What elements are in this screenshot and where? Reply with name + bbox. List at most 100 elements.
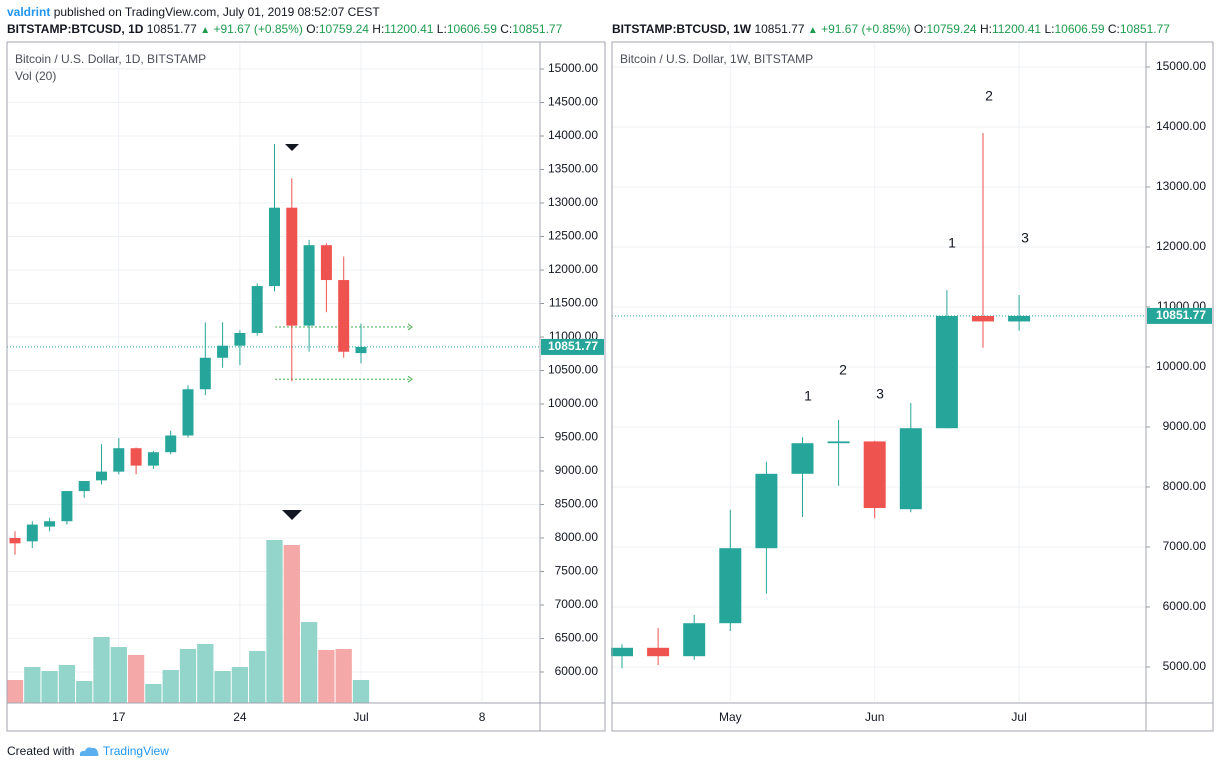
y-tick-label: 8000.00 bbox=[555, 530, 599, 544]
y-tick-label: 13000.00 bbox=[548, 195, 598, 209]
candle-body bbox=[9, 537, 21, 544]
price: 10851.77 bbox=[754, 22, 805, 36]
candle-body bbox=[755, 473, 778, 549]
candle-body bbox=[719, 548, 742, 624]
volume-bar bbox=[300, 622, 318, 703]
volume-bar bbox=[24, 667, 41, 703]
x-tick-label: Jul bbox=[353, 710, 368, 724]
annotation: 3 bbox=[876, 386, 884, 402]
y-tick-label: 6500.00 bbox=[555, 631, 599, 645]
candle-body bbox=[217, 345, 229, 358]
y-tick-label: 10000.00 bbox=[548, 396, 598, 410]
y-tick-label: 5000.00 bbox=[1163, 659, 1207, 673]
volume-bar bbox=[335, 649, 352, 703]
volume-bar bbox=[41, 671, 58, 703]
field-value: 10851.77 bbox=[1119, 22, 1170, 36]
field-label: H: bbox=[372, 22, 385, 36]
field-label: C: bbox=[500, 22, 513, 36]
ohlc-field: O:10759.24 bbox=[914, 22, 980, 36]
marker bbox=[285, 144, 299, 151]
field-value: 10851.77 bbox=[512, 22, 563, 36]
annotation: 2 bbox=[985, 88, 993, 104]
symbol: BITSTAMP:BTCUSD, 1W bbox=[612, 22, 752, 36]
candle-body bbox=[199, 357, 211, 390]
last-price-label: 10851.77 bbox=[548, 339, 598, 353]
x-tick-label: Jul bbox=[1011, 710, 1026, 724]
volume-bar bbox=[58, 665, 76, 703]
field-label: L: bbox=[436, 22, 447, 36]
quote-line: BITSTAMP:BTCUSD, 1D 10851.77 ▲ +91.67 (+… bbox=[7, 22, 562, 36]
y-tick-label: 14000.00 bbox=[548, 128, 598, 142]
annotation: 2 bbox=[839, 362, 847, 378]
field-label: O: bbox=[913, 22, 927, 36]
created-with: Created with bbox=[7, 744, 75, 758]
y-tick-label: 8000.00 bbox=[1163, 479, 1207, 493]
field-value: 11200.41 bbox=[991, 22, 1042, 36]
y-tick-label: 15000.00 bbox=[1156, 59, 1206, 73]
candle-body bbox=[863, 441, 886, 509]
volume-bar bbox=[127, 655, 145, 703]
volume-bar bbox=[266, 540, 283, 703]
volume-bar bbox=[162, 670, 179, 703]
candle-body bbox=[130, 448, 142, 466]
last-price-label: 10851.77 bbox=[1156, 308, 1206, 322]
field-value: 10606.59 bbox=[1054, 22, 1105, 36]
y-tick-label: 6000.00 bbox=[555, 664, 599, 678]
candle-body bbox=[61, 491, 73, 522]
volume-bar bbox=[179, 649, 197, 703]
x-tick-label: 8 bbox=[479, 710, 486, 724]
candle-body bbox=[683, 623, 706, 657]
ohlc-field: H:11200.41 bbox=[372, 22, 437, 36]
y-tick-label: 13000.00 bbox=[1156, 179, 1206, 193]
candle-body bbox=[44, 521, 56, 527]
last-price-tag bbox=[541, 338, 604, 355]
volume-bar bbox=[76, 681, 93, 703]
y-tick-label: 10500.00 bbox=[548, 363, 598, 377]
y-tick-label: 9000.00 bbox=[1163, 419, 1207, 433]
y-tick-label: 14500.00 bbox=[548, 95, 598, 109]
brand[interactable]: TradingView bbox=[102, 744, 169, 758]
candle-body bbox=[647, 647, 670, 657]
candle-body bbox=[899, 428, 922, 510]
volume-bar bbox=[249, 651, 266, 703]
price: 10851.77 bbox=[146, 22, 197, 36]
y-tick-label: 12500.00 bbox=[548, 229, 598, 243]
field-value: 11200.41 bbox=[384, 22, 434, 36]
candle-body bbox=[96, 471, 107, 481]
candle-body bbox=[269, 207, 280, 287]
y-tick-label: 11500.00 bbox=[549, 296, 598, 310]
volume-bar bbox=[352, 680, 370, 703]
volume-bar bbox=[318, 650, 335, 703]
panel-title: Bitcoin / U.S. Dollar, 1D, BITSTAMP bbox=[15, 52, 206, 66]
field-label: C: bbox=[1107, 22, 1120, 36]
candle-body bbox=[78, 481, 90, 492]
candle-body bbox=[182, 389, 194, 436]
volume-bar bbox=[214, 671, 231, 703]
logo bbox=[79, 747, 99, 756]
publish-line: valdrint published on TradingView.com, J… bbox=[7, 5, 380, 19]
level-arrow bbox=[407, 323, 413, 331]
y-tick-label: 15000.00 bbox=[548, 61, 598, 75]
change: +91.67 (+0.85%) bbox=[213, 22, 303, 36]
candle-body bbox=[355, 346, 367, 354]
field-label: L: bbox=[1044, 22, 1055, 36]
up-arrow: ▲ bbox=[807, 25, 818, 36]
quote-line: BITSTAMP:BTCUSD, 1W 10851.77 ▲ +91.67 (+… bbox=[612, 22, 1170, 36]
x-tick-label: 17 bbox=[112, 710, 126, 724]
y-tick-label: 9000.00 bbox=[555, 463, 599, 477]
field-value: 10759.24 bbox=[926, 22, 977, 36]
volume-bar bbox=[283, 545, 300, 703]
field-label: O: bbox=[306, 22, 319, 36]
last-price-tag bbox=[1147, 307, 1212, 324]
author[interactable]: valdrint bbox=[7, 5, 51, 19]
annotation: 1 bbox=[948, 235, 956, 251]
y-tick-label: 10000.00 bbox=[1156, 359, 1206, 373]
ohlc-field: L:10606.59 bbox=[437, 22, 500, 36]
x-tick-label: May bbox=[719, 710, 742, 724]
y-tick-label: 8500.00 bbox=[555, 497, 599, 511]
y-tick-label: 12000.00 bbox=[548, 262, 598, 276]
ohlc-field: C:10851.77 bbox=[500, 22, 562, 36]
y-tick-label: 13500.00 bbox=[548, 162, 598, 176]
y-tick-label: 7500.00 bbox=[555, 564, 599, 578]
